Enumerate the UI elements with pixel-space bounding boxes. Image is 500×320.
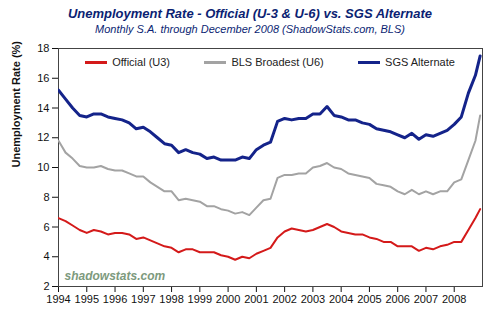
- html-text:Monthly S.A. through December: Monthly S.A. through December 2008 (Shad…: [95, 23, 405, 35]
- svg-text:2002: 2002: [272, 293, 296, 305]
- svg-text:1994: 1994: [46, 293, 70, 305]
- svg-text:2000: 2000: [216, 293, 240, 305]
- svg-text:10: 10: [37, 161, 49, 173]
- svg-text:1997: 1997: [131, 293, 155, 305]
- svg-text:2: 2: [43, 280, 49, 292]
- svg-text:1995: 1995: [75, 293, 99, 305]
- svg-text:12: 12: [37, 131, 49, 143]
- html-text:Unemployment Rate - Official (: Unemployment Rate - Official (U-3 & U-6)…: [68, 6, 432, 21]
- svg-text:2001: 2001: [244, 293, 268, 305]
- svg-text:2004: 2004: [329, 293, 353, 305]
- svg-text:4: 4: [43, 250, 49, 262]
- svg-text:2008: 2008: [442, 293, 466, 305]
- svg-text:2003: 2003: [301, 293, 325, 305]
- svg-text:2006: 2006: [385, 293, 409, 305]
- svg-text:1998: 1998: [159, 293, 183, 305]
- html-text:Official (U3): Official (U3): [112, 56, 170, 68]
- svg-text:18: 18: [37, 42, 49, 54]
- svg-text:8: 8: [43, 191, 49, 203]
- svg-text:2007: 2007: [414, 293, 438, 305]
- html-text:SGS Alternate: SGS Alternate: [385, 56, 455, 68]
- html-text:BLS Broadest (U6): BLS Broadest (U6): [231, 56, 324, 68]
- svg-text:6: 6: [43, 221, 49, 233]
- svg-text:Unemployment Rate (%): Unemployment Rate (%): [10, 41, 22, 168]
- svg-text:1999: 1999: [188, 293, 212, 305]
- svg-text:2005: 2005: [357, 293, 381, 305]
- svg-text:1996: 1996: [103, 293, 127, 305]
- svg-text:shadowstats.com: shadowstats.com: [65, 269, 166, 283]
- svg-text:16: 16: [37, 72, 49, 84]
- svg-text:14: 14: [37, 102, 49, 114]
